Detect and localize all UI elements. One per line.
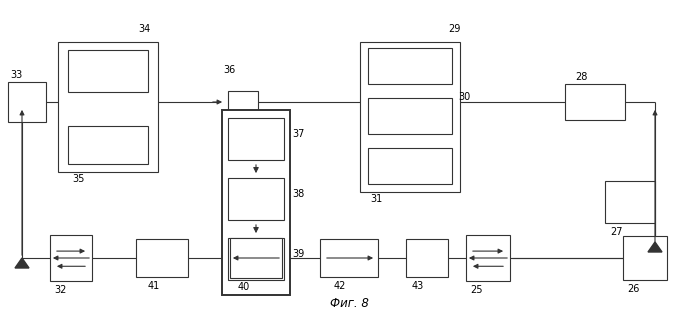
Text: 43: 43	[412, 281, 424, 291]
Bar	[228, 238, 284, 280]
Text: 25: 25	[470, 285, 482, 295]
Bar	[368, 148, 452, 184]
Polygon shape	[648, 242, 662, 252]
Bar	[320, 239, 378, 277]
Text: 35: 35	[72, 174, 85, 184]
Text: 37: 37	[292, 129, 304, 139]
Bar	[368, 98, 452, 134]
Bar	[623, 236, 667, 280]
Bar	[360, 42, 460, 192]
Bar	[230, 238, 282, 278]
Text: 29: 29	[448, 24, 461, 34]
Bar	[228, 178, 284, 220]
Text: 33: 33	[10, 70, 22, 80]
Bar	[368, 48, 452, 84]
Bar	[228, 91, 258, 113]
Bar	[58, 42, 158, 172]
Text: 28: 28	[575, 72, 587, 82]
Text: 26: 26	[627, 284, 640, 294]
Text: Фиг. 8: Фиг. 8	[329, 297, 368, 310]
Bar	[50, 235, 92, 281]
Text: 36: 36	[223, 65, 236, 75]
Bar	[222, 110, 290, 295]
Text: 40: 40	[238, 282, 250, 292]
Bar	[136, 239, 188, 277]
Bar	[8, 82, 46, 122]
Bar	[68, 50, 148, 92]
Text: 32: 32	[54, 285, 66, 295]
Text: 41: 41	[148, 281, 160, 291]
Text: 38: 38	[292, 189, 304, 199]
Bar	[565, 84, 625, 120]
Text: 34: 34	[138, 24, 150, 34]
Text: 42: 42	[334, 281, 347, 291]
Bar	[228, 118, 284, 160]
Text: 27: 27	[610, 227, 623, 237]
Polygon shape	[15, 258, 29, 268]
Text: 31: 31	[370, 194, 382, 204]
Text: 30: 30	[458, 92, 470, 102]
Bar	[466, 235, 510, 281]
Bar	[68, 126, 148, 164]
Bar	[406, 239, 448, 277]
Text: 39: 39	[292, 249, 304, 259]
Bar	[605, 181, 655, 223]
